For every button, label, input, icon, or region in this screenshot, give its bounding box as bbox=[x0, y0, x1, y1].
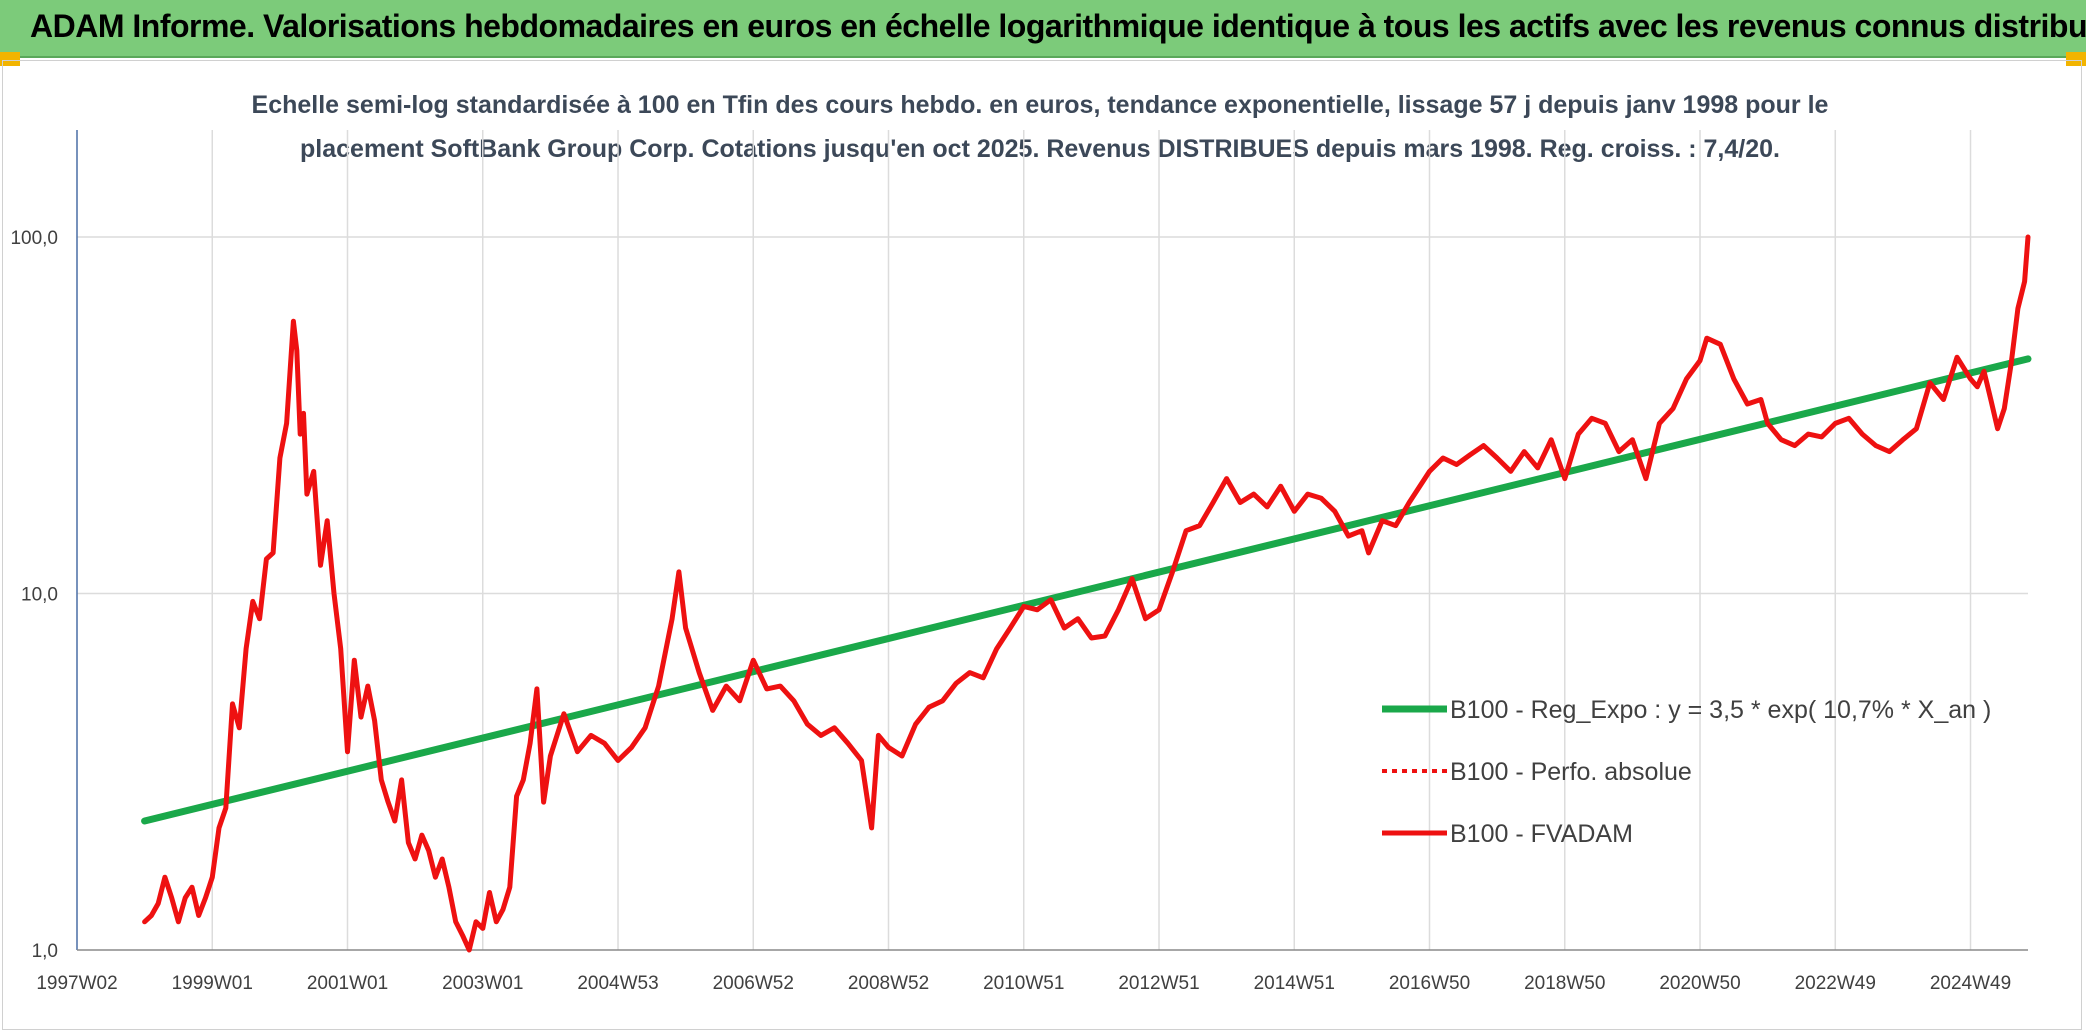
legend-label-b100-fvadam: B100 - FVADAM bbox=[1450, 820, 1633, 848]
x-tick-label: 2016W50 bbox=[1389, 973, 1470, 994]
grid bbox=[77, 130, 2028, 950]
x-tick-label: 1997W02 bbox=[36, 973, 117, 994]
x-tick-label: 2010W51 bbox=[983, 973, 1064, 994]
axes: 1997W02 1999W01 2001W01 2003W01 2004W53 2006W… bbox=[10, 130, 2028, 994]
chart-subtitle-line-1: Echelle semi-log standardisée à 100 en T… bbox=[252, 91, 1829, 119]
series-line-b100-reg-expo-y-3-5-exp-10-7-x-an bbox=[141, 355, 2032, 825]
y-tick-label: 1,0 bbox=[32, 941, 58, 962]
series bbox=[141, 234, 2032, 953]
legend-label-b100-perfo-absolue: B100 - Perfo. absolue bbox=[1450, 758, 1692, 786]
x-tick-label: 2004W53 bbox=[577, 973, 658, 994]
x-tick-label: 2012W51 bbox=[1118, 973, 1199, 994]
series-line-b100-fvadam bbox=[142, 234, 2031, 953]
corner-marker-left bbox=[0, 52, 20, 66]
x-tick-label: 2024W49 bbox=[1930, 973, 2011, 994]
x-tick-label: 2018W50 bbox=[1524, 973, 1605, 994]
y-tick-label: 100,0 bbox=[10, 228, 58, 249]
chart-frame bbox=[2, 60, 2082, 1030]
x-tick-label: 2014W51 bbox=[1254, 973, 1335, 994]
x-tick-label: 2008W52 bbox=[848, 973, 929, 994]
legend: B100 - Reg_Expo : y = 3,5 * exp( 10,7% *… bbox=[1382, 696, 1991, 848]
x-tick-label: 2001W01 bbox=[307, 973, 388, 994]
banner: ADAM Informe. Valorisations hebdomadaire… bbox=[0, 0, 2086, 58]
chart-subtitle-line-2: placement SoftBank Group Corp. Cotations… bbox=[300, 135, 1780, 163]
y-tick-label: 10,0 bbox=[21, 585, 58, 606]
banner-title: ADAM Informe. Valorisations hebdomadaire… bbox=[30, 8, 2086, 44]
legend-label-b100-reg-expo-y-3-5-exp-10-7-x-an: B100 - Reg_Expo : y = 3,5 * exp( 10,7% *… bbox=[1450, 696, 1991, 724]
x-tick-label: 2006W52 bbox=[713, 973, 794, 994]
x-tick-label: 1999W01 bbox=[172, 973, 253, 994]
x-tick-label: 2020W50 bbox=[1659, 973, 1740, 994]
x-tick-label: 2022W49 bbox=[1795, 973, 1876, 994]
x-tick-label: 2003W01 bbox=[442, 973, 523, 994]
